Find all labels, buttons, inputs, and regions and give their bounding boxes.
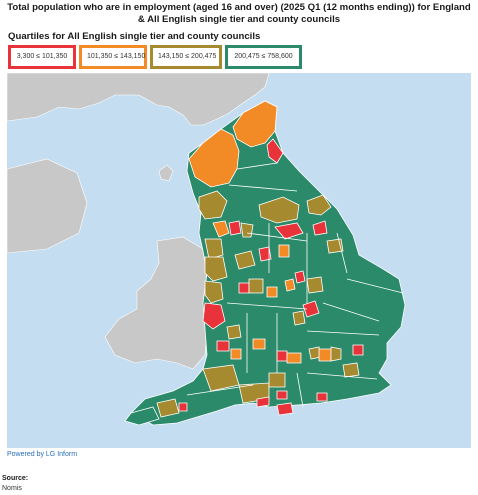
legend-label-quartile-1: 3,300 ≤ 101,350: [16, 53, 68, 60]
region-hull[interactable]: [312, 220, 328, 236]
region-berkshire[interactable]: [286, 352, 302, 364]
legend: 3,300 ≤ 101,350 101,350 ≤ 143,150 143,15…: [8, 45, 302, 69]
region-cheshire[interactable]: [204, 238, 224, 260]
region-devon-plymouth[interactable]: [156, 398, 180, 418]
region-humber[interactable]: [306, 194, 332, 216]
region-yorkshire-west[interactable]: [258, 196, 300, 224]
region-cumbria[interactable]: [188, 128, 240, 188]
legend-label-quartile-3: 143,150 ≤ 200,475: [158, 53, 217, 60]
region-herefordshire[interactable]: [202, 302, 226, 330]
region-bristol[interactable]: [216, 340, 230, 352]
region-staffs[interactable]: [234, 250, 256, 270]
region-shropshire[interactable]: [204, 256, 228, 282]
region-bath[interactable]: [230, 348, 242, 360]
powered-by-link[interactable]: Powered by LG Inform: [7, 451, 78, 458]
region-peterborough[interactable]: [306, 276, 324, 294]
region-birmingham[interactable]: [248, 278, 264, 294]
region-brighton[interactable]: [316, 392, 328, 402]
legend-heading: Quartiles for All English single tier an…: [8, 31, 261, 42]
region-manchester-b[interactable]: [228, 220, 242, 236]
legend-item-quartile-4[interactable]: 200,475 ≤ 758,600: [225, 45, 302, 69]
chart-title: Total population who are in employment (…: [7, 2, 471, 25]
region-south-yorkshire[interactable]: [274, 222, 304, 240]
region-cornwall[interactable]: [124, 406, 160, 426]
region-durham-coast[interactable]: [266, 138, 284, 164]
region-northumberland[interactable]: [232, 100, 278, 148]
legend-item-quartile-3[interactable]: 143,150 ≤ 200,475: [150, 45, 222, 69]
region-milton-keynes[interactable]: [292, 310, 306, 326]
region-gloucester[interactable]: [226, 324, 242, 340]
region-medway[interactable]: [342, 362, 360, 378]
choropleth-map[interactable]: [7, 73, 471, 448]
region-coventry[interactable]: [266, 286, 278, 298]
region-welsh-border[interactable]: [204, 280, 224, 304]
source-value: Nomis: [2, 485, 22, 492]
region-rutland[interactable]: [294, 270, 306, 284]
region-hampshire-sw[interactable]: [268, 372, 286, 388]
region-isle-of-wight[interactable]: [276, 402, 294, 416]
region-swindon[interactable]: [252, 338, 266, 350]
legend-label-quartile-2: 101,350 ≤ 143,150: [87, 53, 146, 60]
region-manchester-c[interactable]: [240, 222, 254, 238]
map-svg: [7, 73, 471, 448]
legend-item-quartile-1[interactable]: 3,300 ≤ 101,350: [8, 45, 76, 69]
region-torbay[interactable]: [178, 402, 188, 412]
scotland-landmass: [7, 73, 270, 126]
region-london-central[interactable]: [318, 348, 332, 362]
legend-label-quartile-4: 200,475 ≤ 758,600: [234, 53, 293, 60]
region-london-east[interactable]: [330, 346, 342, 362]
region-manchester-a[interactable]: [212, 220, 230, 238]
region-reading[interactable]: [276, 350, 288, 362]
region-lancashire[interactable]: [198, 190, 228, 220]
legend-item-quartile-2[interactable]: 101,350 ≤ 143,150: [79, 45, 147, 69]
region-southampton[interactable]: [276, 390, 288, 400]
ireland-landmass: [7, 158, 88, 254]
region-derby[interactable]: [258, 246, 272, 262]
england-region-base[interactable]: [130, 100, 406, 426]
region-bedford[interactable]: [302, 300, 320, 318]
region-bournemouth[interactable]: [256, 396, 270, 408]
region-nottingham[interactable]: [278, 244, 290, 258]
region-wolverhampton[interactable]: [238, 282, 250, 294]
region-southend[interactable]: [352, 344, 364, 356]
boundary-lines: [186, 162, 404, 408]
isle-of-man: [158, 164, 174, 182]
region-leicester[interactable]: [284, 278, 296, 292]
source-label: Source:: [2, 475, 29, 482]
